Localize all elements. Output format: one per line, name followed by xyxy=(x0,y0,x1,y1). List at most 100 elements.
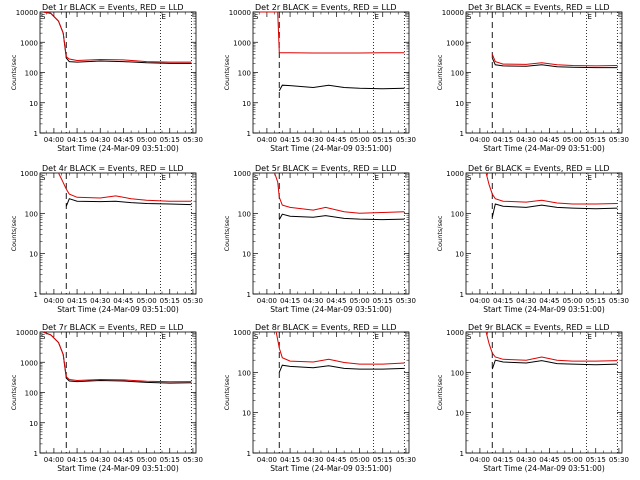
panel-4: Det 4r BLACK = Events, RED = LLD 1 10 100 10… xyxy=(10,164,203,314)
x-tick-label: 04:15 xyxy=(67,456,87,464)
x-tick-label: 05:15 xyxy=(586,136,606,144)
events-series-line xyxy=(491,57,618,69)
start-marker: S xyxy=(254,174,259,182)
y-tick-label: 1000 xyxy=(446,329,464,337)
events-series-line xyxy=(278,364,405,373)
panel-9: Det 9r BLACK = Events, RED = LLD 1 10 100 10… xyxy=(436,323,629,473)
x-tick-label: 04:45 xyxy=(326,136,346,144)
y-axis-label: Counts/sec xyxy=(10,374,18,410)
y-tick-label: 100 xyxy=(238,70,251,78)
events-series-line xyxy=(42,331,192,384)
y-axis-label: Counts/sec xyxy=(223,54,231,90)
lld-series-line xyxy=(485,331,618,362)
panel-title: Det 9r BLACK = Events, RED = LLD xyxy=(468,323,610,332)
start-marker: S xyxy=(467,13,472,21)
panel-title: Det 8r BLACK = Events, RED = LLD xyxy=(255,323,397,332)
x-tick-label: 04:00 xyxy=(257,136,277,144)
x-tick-label: 04:45 xyxy=(539,297,559,305)
panel-5: Det 5r BLACK = Events, RED = LLD 1 10 100 10… xyxy=(223,164,416,314)
x-tick-label: 05:15 xyxy=(160,456,180,464)
y-tick-label: 10 xyxy=(242,100,251,108)
y-tick-label: 100 xyxy=(451,369,464,377)
panel-title: Det 3r BLACK = Events, RED = LLD xyxy=(468,3,610,12)
panel-title: Det 5r BLACK = Events, RED = LLD xyxy=(255,164,397,173)
x-tick-label: 05:15 xyxy=(160,136,180,144)
x-tick-label: 05:30 xyxy=(609,136,629,144)
events-series-line xyxy=(491,359,618,370)
end-marker: E xyxy=(587,333,591,341)
x-tick-label: 04:30 xyxy=(90,297,110,305)
y-tick-label: 1 xyxy=(247,450,251,458)
y-tick-label: 1000 xyxy=(20,39,38,47)
end-marker: E xyxy=(374,13,378,21)
x-tick-label: 05:30 xyxy=(396,297,416,305)
x-axis-label: Start Time (24-Mar-09 03:51:00) xyxy=(483,305,605,314)
start-marker: S xyxy=(41,13,46,21)
plot-frame xyxy=(39,331,197,454)
x-tick-label: 04:00 xyxy=(257,297,277,305)
panel-6: Det 6r BLACK = Events, RED = LLD 1 10 100 10… xyxy=(436,164,629,314)
y-tick-label: 1 xyxy=(34,130,38,138)
x-tick-label: 04:45 xyxy=(539,136,559,144)
x-tick-label: 05:00 xyxy=(562,136,582,144)
lld-series-line xyxy=(485,172,618,205)
y-tick-label: 10 xyxy=(242,251,251,259)
lld-series-line xyxy=(275,331,405,365)
x-tick-label: 05:00 xyxy=(349,297,369,305)
y-tick-label: 10 xyxy=(242,410,251,418)
x-tick-label: 05:15 xyxy=(160,297,180,305)
panel-1: Det 1r BLACK = Events, RED = LLD 1 10 100 10… xyxy=(10,3,203,153)
events-series-line xyxy=(65,198,192,207)
y-tick-label: 1 xyxy=(247,130,251,138)
x-tick-label: 05:30 xyxy=(183,136,203,144)
x-tick-label: 04:30 xyxy=(516,456,536,464)
start-marker: S xyxy=(41,174,46,182)
x-tick-label: 04:15 xyxy=(493,136,513,144)
x-tick-label: 04:15 xyxy=(67,297,87,305)
plot-frame xyxy=(39,11,197,134)
x-tick-label: 05:15 xyxy=(586,456,606,464)
x-tick-label: 05:00 xyxy=(136,136,156,144)
x-tick-label: 04:15 xyxy=(67,136,87,144)
x-tick-label: 04:00 xyxy=(44,297,64,305)
x-tick-label: 05:30 xyxy=(396,456,416,464)
x-tick-label: 04:45 xyxy=(326,297,346,305)
lld-series-line xyxy=(43,11,192,63)
x-tick-label: 04:00 xyxy=(470,297,490,305)
plot-frame xyxy=(252,331,410,454)
x-tick-label: 04:15 xyxy=(280,456,300,464)
x-tick-label: 05:00 xyxy=(136,297,156,305)
y-tick-label: 1 xyxy=(247,291,251,299)
events-series-line xyxy=(491,203,618,218)
panel-2: Det 2r BLACK = Events, RED = LLD 1 10 100 10… xyxy=(223,3,416,153)
y-axis-label: Counts/sec xyxy=(223,374,231,410)
y-tick-label: 1000 xyxy=(20,359,38,367)
y-tick-label: 10 xyxy=(29,251,38,259)
x-tick-label: 05:00 xyxy=(136,456,156,464)
x-tick-label: 04:15 xyxy=(493,456,513,464)
x-tick-label: 04:30 xyxy=(303,136,323,144)
plot-frame xyxy=(465,172,623,295)
x-tick-label: 04:15 xyxy=(280,297,300,305)
panel-3: Det 3r BLACK = Events, RED = LLD 1 10 100 10… xyxy=(436,3,629,153)
y-tick-label: 1 xyxy=(34,450,38,458)
start-marker: S xyxy=(254,13,259,21)
x-tick-label: 04:45 xyxy=(113,297,133,305)
lld-series-line xyxy=(42,331,192,383)
end-marker: E xyxy=(374,174,378,182)
lld-series-line xyxy=(491,54,618,67)
x-tick-label: 05:00 xyxy=(349,456,369,464)
lld-series-line xyxy=(274,172,405,214)
y-axis-label: Counts/sec xyxy=(436,54,444,90)
x-tick-label: 04:00 xyxy=(470,136,490,144)
lld-series-line xyxy=(58,172,192,202)
x-tick-label: 04:15 xyxy=(493,297,513,305)
y-tick-label: 1000 xyxy=(233,170,251,178)
x-tick-label: 05:00 xyxy=(349,136,369,144)
end-marker: E xyxy=(587,13,591,21)
x-tick-label: 04:00 xyxy=(257,456,277,464)
y-tick-label: 1 xyxy=(460,450,464,458)
y-tick-label: 10 xyxy=(455,410,464,418)
